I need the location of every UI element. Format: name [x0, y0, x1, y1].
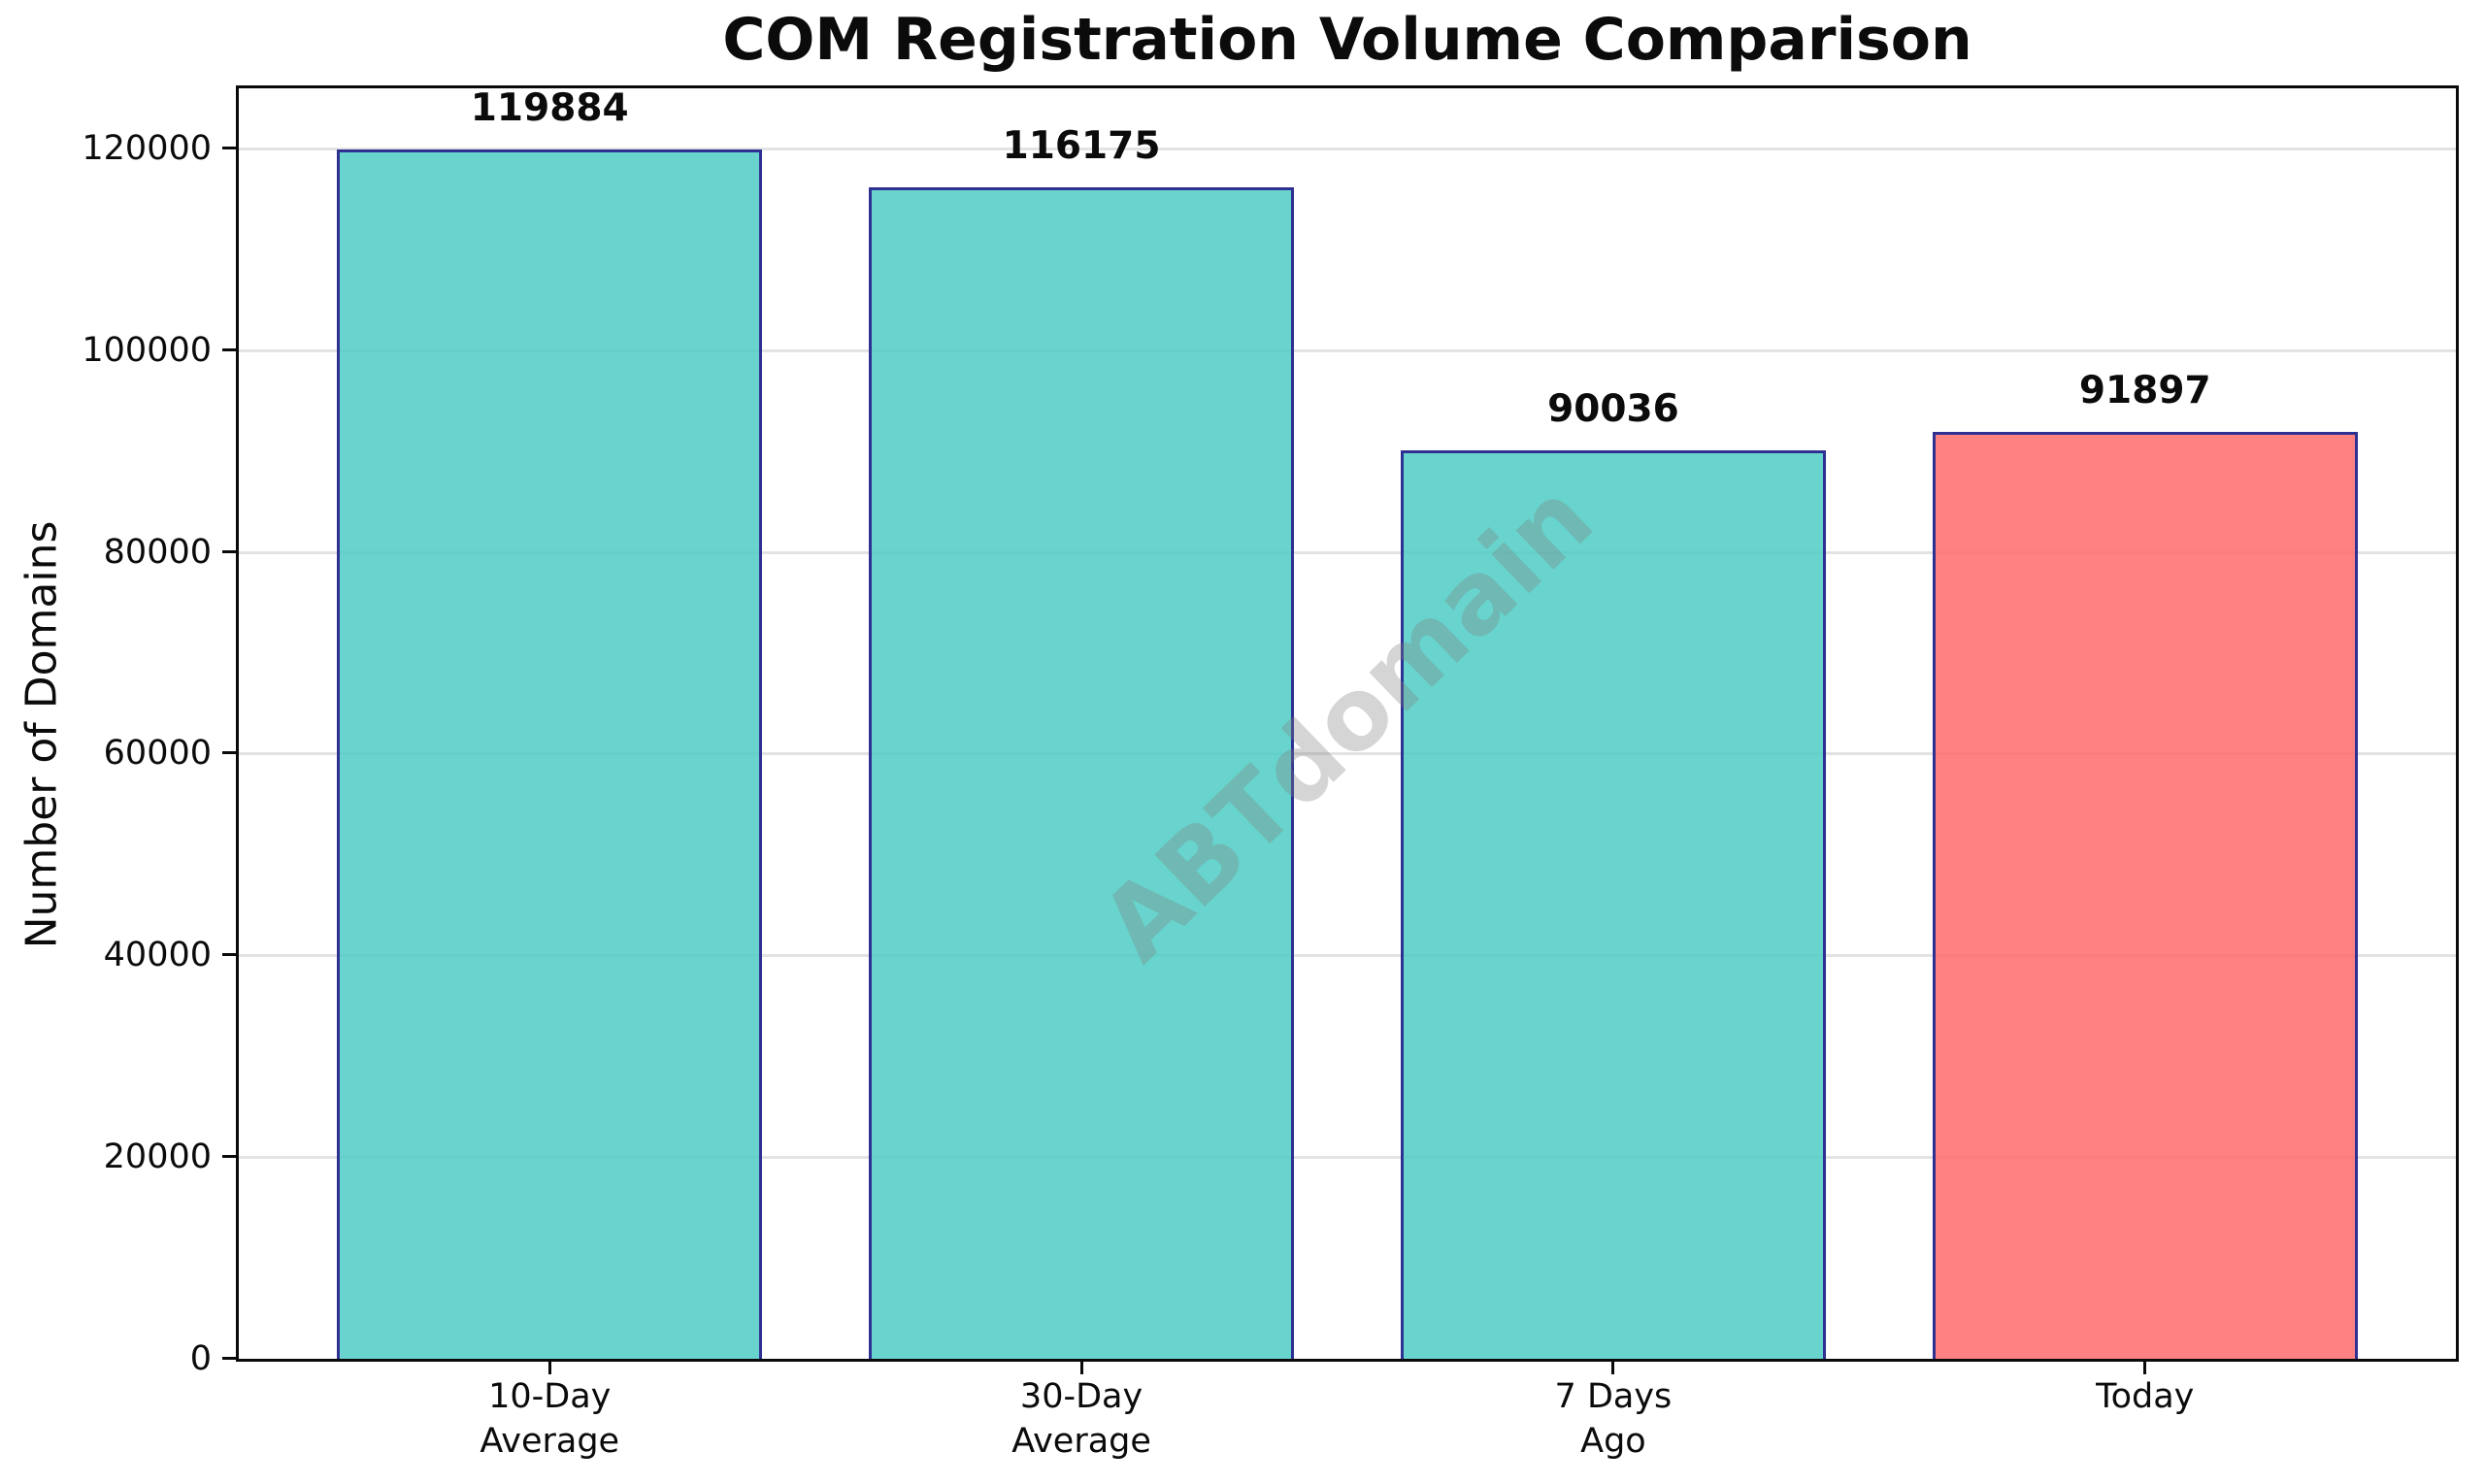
x-tick-mark-2: [1611, 1361, 1615, 1374]
y-tick-mark-80000: [222, 549, 236, 553]
plot-area: ABTdomain: [236, 85, 2459, 1359]
x-tick-mark-1: [1079, 1361, 1083, 1374]
x-tick-mark-0: [547, 1361, 551, 1374]
chart-title: COM Registration Volume Comparison: [722, 6, 1972, 74]
bar-value-label-3: 91897: [2078, 368, 2211, 412]
bar-value-label-0: 119884: [470, 86, 629, 131]
y-tick-label-80000: 80000: [103, 532, 212, 572]
bar-today: [1932, 432, 2358, 1359]
y-tick-mark-120000: [222, 146, 236, 149]
gridline-y-20000: [236, 1156, 2459, 1160]
gridline-y-100000: [236, 348, 2459, 352]
y-tick-label-40000: 40000: [103, 936, 212, 975]
bar-7-days-ago: [1400, 450, 1827, 1359]
x-tick-label-3: Today: [2096, 1377, 2195, 1416]
bar-30-day-average: [868, 186, 1295, 1359]
x-tick-label-1: 30-Day Average: [1011, 1377, 1151, 1461]
y-tick-label-120000: 120000: [82, 128, 212, 168]
bar-10-day-average: [337, 149, 763, 1359]
x-tick-label-2: 7 Days Ago: [1554, 1377, 1673, 1461]
bar-value-label-2: 90036: [1547, 387, 1679, 432]
gridline-y-120000: [236, 147, 2459, 150]
gridline-y-40000: [236, 954, 2459, 958]
y-tick-label-20000: 20000: [103, 1138, 212, 1177]
y-tick-mark-40000: [222, 953, 236, 957]
y-tick-label-100000: 100000: [82, 330, 212, 370]
y-tick-mark-0: [222, 1357, 236, 1360]
y-tick-mark-100000: [222, 347, 236, 351]
y-tick-label-0: 0: [189, 1339, 212, 1378]
x-tick-label-0: 10-Day Average: [480, 1377, 620, 1461]
y-tick-mark-60000: [222, 751, 236, 755]
y-tick-mark-20000: [222, 1155, 236, 1159]
gridline-y-80000: [236, 550, 2459, 554]
gridline-y-60000: [236, 752, 2459, 756]
x-tick-mark-3: [2143, 1361, 2147, 1374]
bar-value-label-1: 116175: [1002, 123, 1161, 168]
y-tick-label-60000: 60000: [103, 734, 212, 774]
